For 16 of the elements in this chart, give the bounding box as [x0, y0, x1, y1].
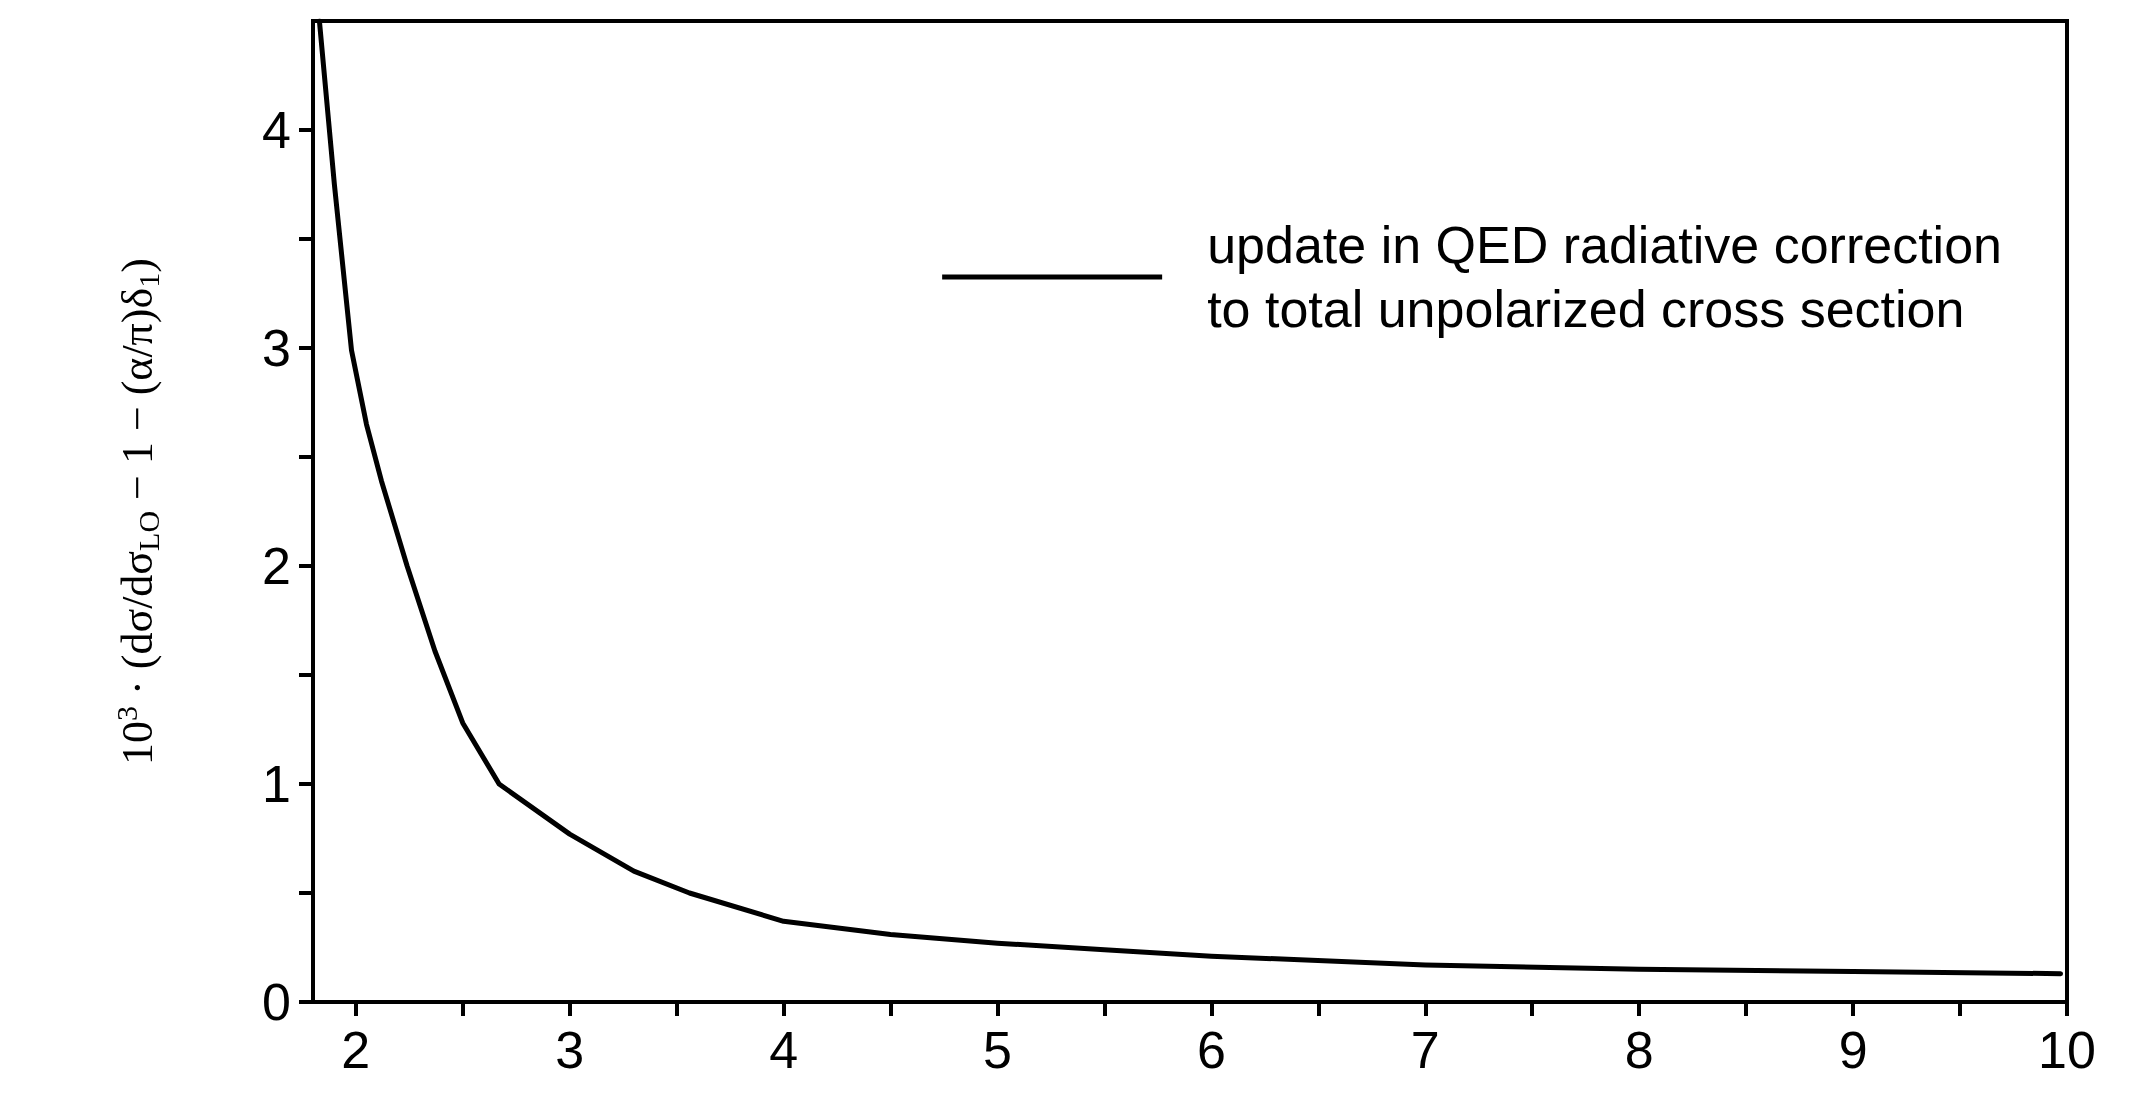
y-tick-label: 0 — [262, 973, 291, 1031]
x-tick-label: 8 — [1624, 1021, 1654, 1079]
y-tick-label: 3 — [262, 319, 291, 377]
y-tick-label: 4 — [262, 101, 291, 159]
legend-label: update in QED radiative correction to total unpolarized cross section — [1207, 216, 2003, 338]
y-tick-label: 1 — [262, 755, 291, 813]
x-tick-label: 2 — [341, 1021, 371, 1079]
x-tick-label: 4 — [769, 1021, 799, 1079]
x-tick-label: 6 — [1196, 1021, 1226, 1079]
x-tick-label: 3 — [555, 1021, 585, 1079]
y-tick-label: 2 — [262, 537, 291, 595]
x-tick-label: 10 — [2038, 1021, 2096, 1079]
y-axis-title: 103 · (dσ/dσLO − 1 − (α/π)δ1) — [109, 258, 165, 765]
x-tick-label: 9 — [1838, 1021, 1868, 1079]
x-tick-label: 5 — [983, 1021, 1012, 1079]
x-tick-label: 7 — [1410, 1021, 1440, 1079]
